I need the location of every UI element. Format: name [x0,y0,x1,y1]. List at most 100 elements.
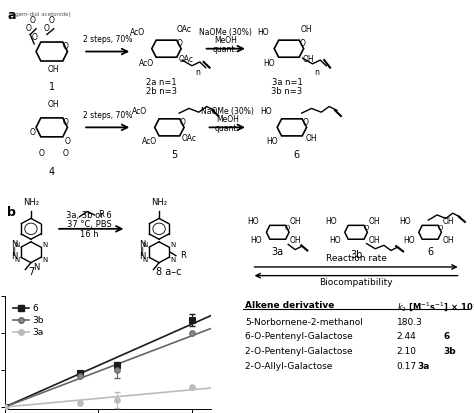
Text: HO: HO [329,237,340,245]
Text: n: n [314,68,319,77]
Text: n: n [195,68,200,77]
Text: O: O [64,138,71,147]
Text: O: O [63,118,69,126]
Text: O: O [285,225,290,231]
Text: O: O [44,24,50,33]
Text: quant.: quant. [215,124,240,133]
Text: HO: HO [261,107,272,116]
Text: 3a, 3b or 6: 3a, 3b or 6 [66,211,112,220]
Text: AcO: AcO [142,138,157,147]
Text: MeOH: MeOH [216,115,238,123]
Text: 0.17: 0.17 [397,361,417,370]
Text: 2 steps, 70%: 2 steps, 70% [83,35,132,44]
Text: O: O [63,149,68,158]
Text: 2 steps, 70%: 2 steps, 70% [83,111,132,120]
Text: OH: OH [290,237,301,245]
Text: HO: HO [325,217,337,226]
Text: AcO: AcO [132,107,147,116]
Text: O: O [299,39,305,48]
Text: AcO: AcO [129,28,145,38]
Legend: 6, 3b, 3a: 6, 3b, 3a [9,301,48,340]
Text: OAc: OAc [179,55,193,64]
Text: NaOMe (30%): NaOMe (30%) [201,107,254,116]
Text: O: O [180,118,185,127]
Text: b: b [7,206,16,219]
Text: OAc: OAc [177,25,191,33]
Text: O: O [39,149,45,158]
Text: 6: 6 [443,332,449,341]
Text: 2.44: 2.44 [397,332,417,341]
Text: O: O [29,128,35,137]
Text: N: N [15,242,20,248]
Text: [gem-diol acetonide]: [gem-diol acetonide] [13,12,71,17]
Text: NH₂: NH₂ [23,198,39,207]
Text: N: N [139,252,146,261]
Text: OH: OH [306,134,317,142]
Text: 2-O-Allyl-Galactose: 2-O-Allyl-Galactose [245,361,336,370]
Text: HO: HO [399,217,411,226]
Text: quant.: quant. [213,45,237,55]
Text: 3b: 3b [350,250,362,260]
Text: O: O [302,118,308,127]
Text: 7: 7 [28,267,34,277]
Text: 6: 6 [294,150,300,160]
Text: N: N [11,252,17,261]
Text: 3a: 3a [272,247,284,257]
Text: 2a n=1: 2a n=1 [146,78,177,87]
Text: R: R [98,211,104,219]
Text: OH: OH [442,237,454,245]
Text: O: O [25,24,31,33]
Text: a: a [8,9,16,22]
Text: OH: OH [368,217,380,226]
Text: N: N [42,242,47,248]
Text: 16 h: 16 h [80,230,98,239]
Text: N: N [170,242,175,248]
Text: HO: HO [250,237,262,245]
Text: 4: 4 [49,167,55,177]
Text: 2b n=3: 2b n=3 [146,87,177,96]
Text: 3b n=3: 3b n=3 [272,87,302,96]
Text: N: N [11,240,17,249]
Text: Reaction rate: Reaction rate [326,254,386,263]
Text: O: O [31,33,37,42]
Text: ‖: ‖ [140,247,145,256]
Text: $k_2$ [M$^{-1}$s$^{-1}$] × 10$^{-4}$: $k_2$ [M$^{-1}$s$^{-1}$] × 10$^{-4}$ [397,301,474,314]
Text: OH: OH [303,55,314,64]
Text: ‖: ‖ [12,247,16,256]
Text: Alkene derivative: Alkene derivative [245,301,335,310]
Text: OH: OH [48,65,60,74]
Text: N: N [139,240,146,249]
Text: Biocompatibility: Biocompatibility [319,278,393,287]
Text: MeOH: MeOH [214,36,237,45]
Text: 6-O-Pentenyl-Galactose: 6-O-Pentenyl-Galactose [245,332,356,341]
Text: N: N [170,256,175,263]
Text: OH: OH [48,100,60,109]
Text: 1: 1 [49,82,55,92]
Text: O: O [49,16,55,25]
Text: O: O [363,225,368,231]
Text: OH: OH [290,217,301,226]
Text: OAc: OAc [182,134,197,142]
Text: 5-Norbornene-2-methanol: 5-Norbornene-2-methanol [245,318,363,327]
Text: N: N [143,242,148,248]
Text: 8 a–c: 8 a–c [155,267,181,277]
Text: 5: 5 [171,150,177,160]
Text: N: N [33,263,40,272]
Text: OH: OH [442,217,454,226]
Text: AcO: AcO [139,59,155,68]
Text: R: R [180,251,185,260]
Text: HO: HO [247,217,259,226]
Text: NH₂: NH₂ [151,198,167,207]
Text: 6: 6 [427,247,433,257]
Text: 3b: 3b [443,347,456,356]
Text: 2.10: 2.10 [397,347,417,356]
Text: OH: OH [301,25,312,33]
Text: 37 °C, PBS: 37 °C, PBS [66,220,111,229]
Text: NaOMe (30%): NaOMe (30%) [199,28,252,38]
Text: N: N [42,256,47,263]
Text: OH: OH [368,237,380,245]
Text: N: N [15,256,20,263]
Text: HO: HO [264,59,275,68]
Text: HO: HO [403,237,414,245]
Text: 3a: 3a [417,361,429,370]
